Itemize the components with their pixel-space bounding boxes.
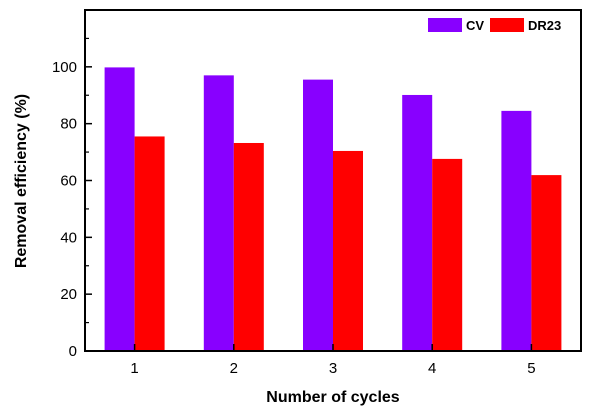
bar-cv-3 bbox=[303, 79, 333, 351]
bar-dr23-1 bbox=[134, 136, 165, 351]
legend-swatch-dr23 bbox=[490, 18, 524, 32]
x-tick-label-3: 3 bbox=[329, 360, 337, 377]
y-tick-label-0: 0 bbox=[69, 343, 77, 360]
x-tick-label-4: 4 bbox=[428, 360, 436, 377]
bar-cv-4 bbox=[402, 94, 433, 352]
legend: CV DR23 bbox=[428, 18, 561, 33]
y-tick-label-40: 40 bbox=[60, 229, 77, 246]
legend-swatch-cv bbox=[428, 18, 462, 32]
y-axis: 0 20 40 60 80 100 bbox=[52, 37, 92, 360]
legend-label-dr23: DR23 bbox=[528, 18, 561, 33]
x-tick-label-5: 5 bbox=[527, 360, 535, 377]
x-axis: 1 2 3 4 5 bbox=[130, 344, 536, 377]
y-axis-title: Removal efficiency (%) bbox=[13, 94, 30, 268]
bar-dr23-2 bbox=[233, 142, 264, 351]
bars-group bbox=[104, 67, 562, 352]
y-tick-label-20: 20 bbox=[60, 286, 77, 303]
legend-label-cv: CV bbox=[466, 18, 484, 33]
x-tick-label-1: 1 bbox=[130, 360, 138, 377]
bar-cv-2 bbox=[203, 75, 234, 351]
x-tick-label-2: 2 bbox=[230, 360, 238, 377]
y-tick-label-80: 80 bbox=[60, 116, 77, 133]
bar-dr23-5 bbox=[531, 175, 562, 351]
bar-dr23-3 bbox=[333, 150, 363, 351]
bar-dr23-4 bbox=[432, 158, 463, 351]
y-tick-label-100: 100 bbox=[52, 59, 77, 76]
bar-cv-1 bbox=[104, 67, 135, 351]
y-tick-label-60: 60 bbox=[60, 173, 77, 190]
bar-cv-5 bbox=[501, 110, 532, 351]
x-axis-title: Number of cycles bbox=[266, 389, 399, 406]
